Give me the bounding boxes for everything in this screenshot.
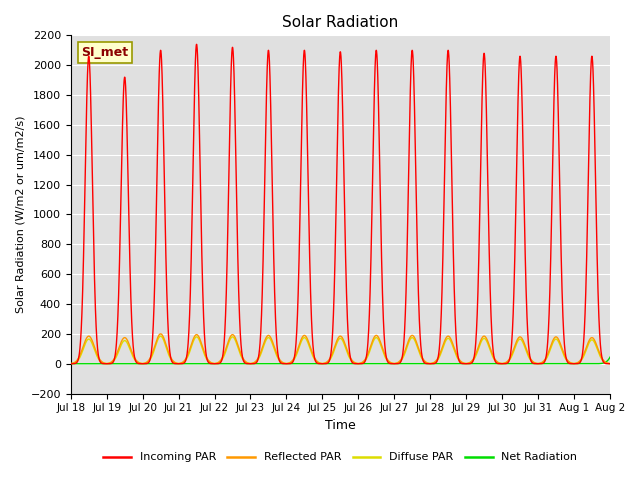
Legend: Incoming PAR, Reflected PAR, Diffuse PAR, Net Radiation: Incoming PAR, Reflected PAR, Diffuse PAR…: [99, 448, 582, 467]
Title: Solar Radiation: Solar Radiation: [282, 15, 399, 30]
X-axis label: Time: Time: [325, 419, 356, 432]
Y-axis label: Solar Radiation (W/m2 or um/m2/s): Solar Radiation (W/m2 or um/m2/s): [15, 116, 25, 313]
Text: SI_met: SI_met: [81, 46, 129, 59]
